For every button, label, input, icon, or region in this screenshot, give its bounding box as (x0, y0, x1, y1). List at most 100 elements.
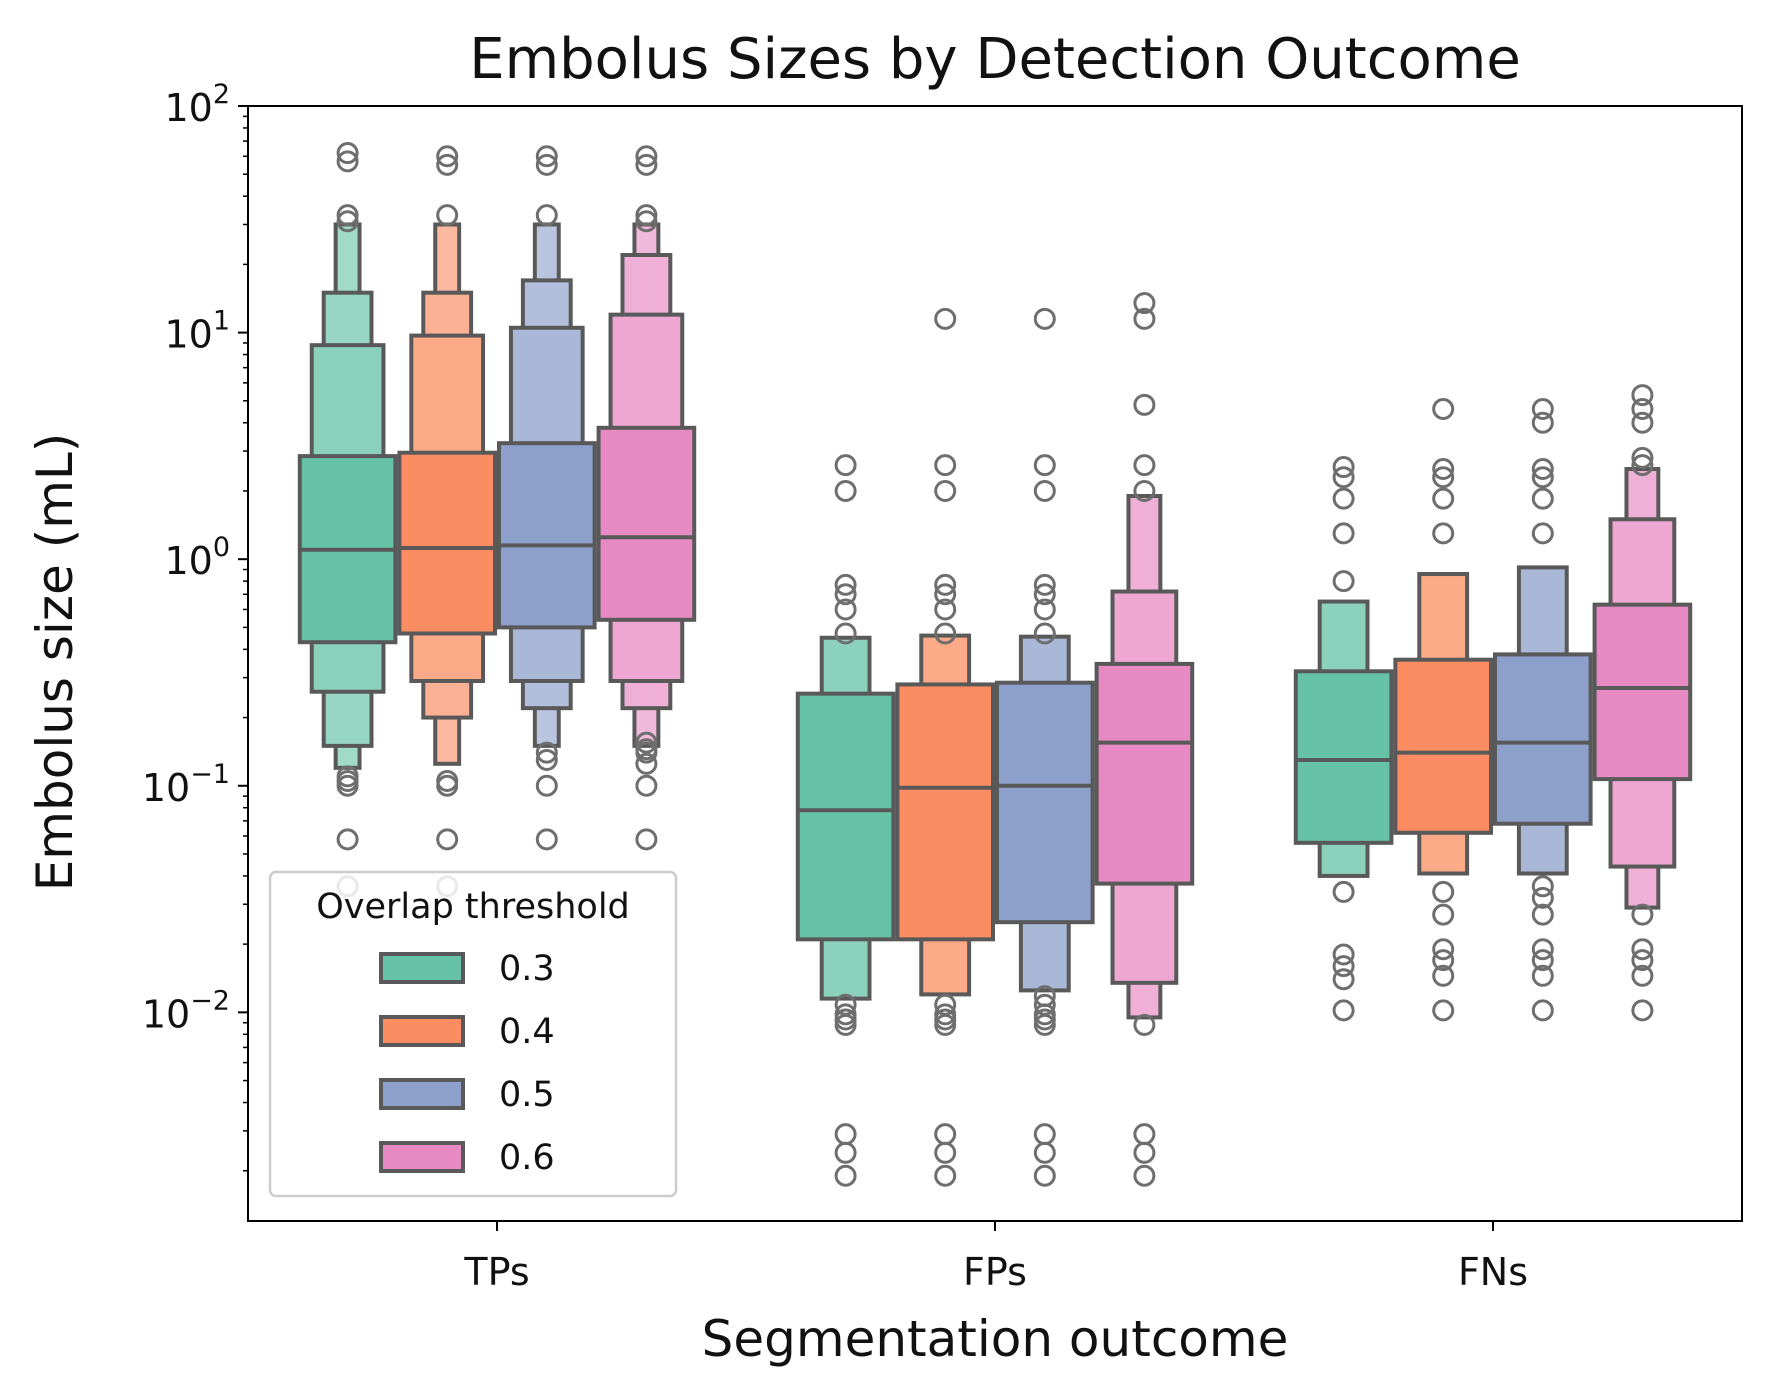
outlier-point (1531, 458, 1554, 481)
outlier-point (535, 153, 558, 176)
outlier-point (834, 573, 857, 596)
outlier-point (934, 307, 957, 330)
outlier-point (1332, 570, 1355, 593)
y-tick-label: 102 (164, 79, 230, 130)
x-tick-label: FNs (1458, 1250, 1528, 1294)
boxen-box (1492, 652, 1593, 826)
outlier-point (1133, 1123, 1156, 1146)
x-tick-label: FPs (963, 1250, 1027, 1294)
outlier-point (1631, 964, 1654, 987)
outlier-point (436, 153, 459, 176)
y-tick-label: 101 (164, 306, 230, 357)
outlier-point (436, 769, 459, 792)
legend: Overlap threshold 0.3 0.4 0.5 0.6 (268, 870, 678, 1198)
outlier-point (1531, 487, 1554, 510)
outlier-point (1033, 1123, 1056, 1146)
outlier-point (1432, 938, 1455, 961)
outlier-point (834, 1123, 857, 1146)
outlier-point (1133, 479, 1156, 502)
outlier-point (1631, 411, 1654, 434)
outlier-point (1133, 307, 1156, 330)
outlier-point (1531, 466, 1554, 489)
outlier-point (635, 752, 658, 775)
y-tick-label: 10−2 (142, 985, 230, 1036)
outlier-point (336, 828, 359, 851)
outlier-point (1631, 903, 1654, 926)
outlier-point (436, 145, 459, 168)
outlier-point (1631, 999, 1654, 1022)
outlier-point (535, 748, 558, 771)
outlier-point (1432, 949, 1455, 972)
legend-label: 0.3 (499, 949, 555, 989)
outlier-point (1531, 964, 1554, 987)
outlier-point (834, 454, 857, 477)
outlier-point (535, 204, 558, 227)
outlier-point (1531, 999, 1554, 1022)
outlier-point (1531, 903, 1554, 926)
outlier-point (1432, 522, 1455, 545)
outlier-point (1432, 487, 1455, 510)
x-axis: TPs FPs FNs (463, 1221, 1528, 1294)
outlier-point (1033, 993, 1056, 1016)
outlier-point (535, 145, 558, 168)
outlier-point (336, 765, 359, 788)
boxen-box (596, 425, 697, 622)
boxen-box (1592, 602, 1693, 782)
boxen-box (994, 680, 1095, 925)
outlier-point (834, 622, 857, 645)
legend-label: 0.6 (499, 1138, 555, 1178)
outlier-point (1631, 384, 1654, 407)
legend-swatch (379, 952, 465, 984)
outlier-point (1332, 955, 1355, 978)
outlier-point (934, 479, 957, 502)
boxen-box (1393, 657, 1494, 835)
outlier-point (1033, 479, 1056, 502)
outlier-point (1432, 999, 1455, 1022)
y-axis: 10−2 10−1 100 101 102 (142, 79, 248, 1172)
outlier-point (1332, 487, 1355, 510)
outlier-point (1133, 1013, 1156, 1036)
outlier-point (635, 731, 658, 754)
outlier-point (1531, 522, 1554, 545)
outlier-point (535, 774, 558, 797)
chart-title: Embolus Sizes by Detection Outcome (469, 27, 1521, 92)
outlier-point (1332, 999, 1355, 1022)
outlier-point (1531, 949, 1554, 972)
outlier-point (1631, 454, 1654, 477)
outlier-point (834, 598, 857, 621)
boxen-box (795, 691, 896, 942)
outlier-point (1033, 622, 1056, 645)
outlier-point (436, 204, 459, 227)
outlier-point (1033, 1164, 1056, 1187)
outlier-point (1432, 903, 1455, 926)
outlier-point (635, 145, 658, 168)
outlier-point (934, 583, 957, 606)
outlier-point (635, 210, 658, 233)
boxen-box (1094, 661, 1195, 886)
outlier-point (1531, 398, 1554, 421)
outlier-point (1531, 886, 1554, 909)
y-tick-label: 10−1 (142, 759, 230, 810)
outlier-point (1631, 398, 1654, 421)
outlier-point (1332, 456, 1355, 479)
outlier-point (1033, 307, 1056, 330)
y-axis-label: Embolus size (mL) (26, 433, 84, 892)
outlier-point (1033, 985, 1056, 1008)
legend-frame (268, 870, 678, 1198)
legend-swatch (379, 1015, 465, 1047)
outlier-point (635, 204, 658, 227)
outlier-point (934, 993, 957, 1016)
outlier-point (1133, 454, 1156, 477)
outlier-point (1432, 880, 1455, 903)
outlier-point (1531, 411, 1554, 434)
outlier-point (336, 204, 359, 227)
outlier-point (934, 598, 957, 621)
outlier-point (1033, 454, 1056, 477)
outlier-point (1332, 522, 1355, 545)
x-axis-label: Segmentation outcome (702, 1310, 1289, 1368)
y-tick-label: 100 (164, 532, 230, 583)
outlier-point (834, 1003, 857, 1026)
outlier-point (1332, 968, 1355, 991)
outlier-point (1531, 938, 1554, 961)
outlier-point (1033, 573, 1056, 596)
